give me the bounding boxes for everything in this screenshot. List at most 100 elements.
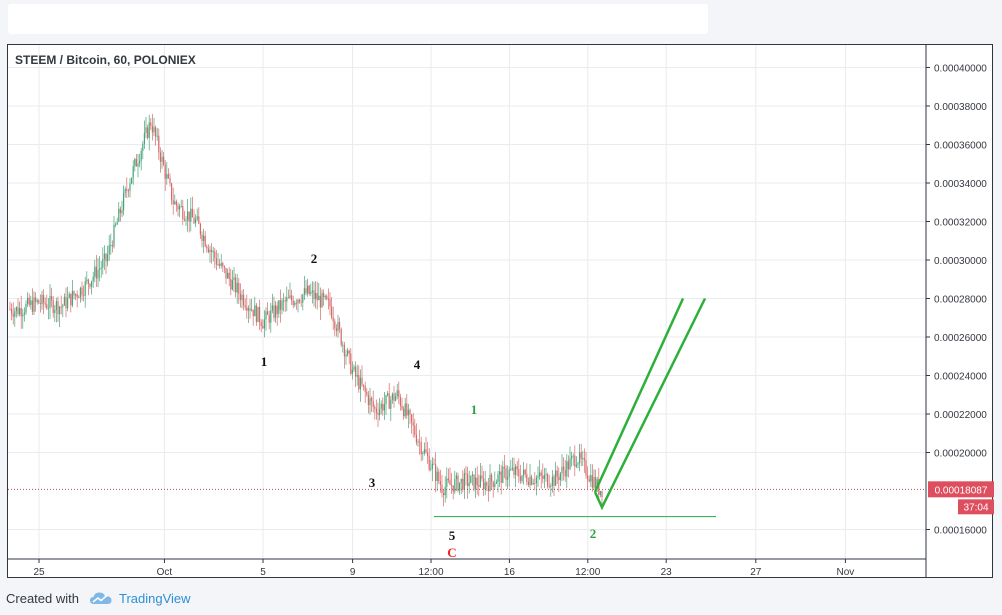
candle-body	[273, 305, 275, 318]
candle-body	[27, 297, 29, 304]
candle-body	[407, 409, 409, 416]
candle-body	[519, 476, 521, 481]
x-tick-label: 27	[750, 567, 762, 578]
tradingview-link[interactable]: TradingView	[118, 590, 191, 606]
candle-body	[494, 483, 496, 487]
candle-body	[457, 475, 459, 491]
candle-body	[387, 393, 389, 396]
x-tick-label: 25	[33, 567, 45, 578]
y-tick-label: 0.00020000	[934, 449, 987, 460]
wave-label: 2	[590, 526, 597, 541]
candle-body	[551, 476, 553, 486]
tradingview-cloud-icon[interactable]	[89, 590, 113, 606]
candle-body	[468, 483, 470, 486]
candle-body	[209, 249, 211, 253]
candle-body	[411, 414, 413, 423]
candle-body	[132, 166, 134, 178]
candle-body	[495, 481, 497, 484]
candle-body	[499, 471, 501, 475]
candle-body	[348, 350, 350, 354]
candle-body	[55, 301, 57, 311]
candle-body	[401, 405, 403, 409]
x-tick-label: 5	[260, 567, 266, 578]
candle-body	[102, 259, 104, 268]
x-tick-label: 9	[350, 567, 356, 578]
candle-body	[313, 290, 315, 299]
candle-body	[278, 300, 280, 314]
candle-body	[11, 309, 13, 314]
candle-body	[182, 206, 184, 219]
wave-label: C	[447, 545, 456, 560]
candle-body	[406, 403, 408, 416]
candle-body	[507, 476, 509, 480]
wave-label: 3	[369, 475, 376, 490]
wave-labels: 1 2 3 4 5 C 1 2	[261, 251, 597, 560]
candle-body	[246, 307, 248, 311]
x-tick-label: Oct	[157, 567, 173, 578]
candle-body	[220, 263, 222, 266]
candle-body	[286, 297, 288, 302]
candle-body	[111, 245, 113, 247]
candle-body	[476, 477, 478, 486]
candle-body	[295, 302, 297, 304]
candle-body	[228, 272, 230, 280]
candle-body	[139, 160, 141, 164]
x-tick-label: 23	[661, 567, 673, 578]
candle-body	[59, 306, 61, 315]
candle-body	[423, 449, 425, 454]
candle-body	[268, 314, 270, 323]
candle-body	[91, 280, 93, 287]
candle-body	[382, 403, 384, 411]
candle-body	[108, 245, 110, 255]
candle-body	[315, 293, 317, 299]
candle-body	[467, 474, 469, 486]
last-price-label: 0.00018087	[935, 485, 988, 496]
candle-body	[585, 460, 587, 476]
candle-body	[596, 479, 598, 489]
candle-body	[404, 403, 406, 417]
y-tick-label: 0.00030000	[934, 256, 987, 267]
candle-body	[23, 312, 25, 315]
candle-body	[331, 306, 333, 318]
candle-body	[203, 235, 205, 241]
candle-body	[371, 397, 373, 401]
wave-label: 5	[449, 528, 456, 543]
candle-body	[68, 293, 70, 299]
y-tick-label: 0.00034000	[934, 179, 987, 190]
candle-body	[601, 491, 603, 498]
candle-body	[67, 298, 69, 309]
candle-body	[214, 251, 216, 259]
candle-body	[518, 469, 520, 477]
candle-body	[207, 248, 209, 253]
candle-body	[473, 474, 475, 490]
candle-body	[89, 283, 91, 287]
candle-body	[57, 301, 59, 315]
candle-body	[529, 476, 531, 485]
wave-label: 2	[311, 251, 318, 266]
candle-body	[97, 269, 99, 279]
candle-body	[239, 293, 241, 301]
candle-body	[71, 291, 73, 306]
candle-body	[254, 305, 256, 317]
candle-body	[148, 122, 150, 138]
candle-body	[319, 295, 321, 308]
candle-body	[211, 249, 213, 253]
candle-body	[491, 474, 493, 482]
candle-body	[65, 296, 67, 309]
candle-body	[569, 458, 571, 470]
candle-body	[19, 307, 21, 315]
wave-label: 4	[414, 357, 421, 372]
candle-body	[305, 288, 307, 294]
candle-body	[249, 308, 251, 311]
x-tick-label: Nov	[837, 567, 855, 578]
candle-body	[337, 322, 339, 331]
candle-body	[257, 306, 259, 323]
candle-body	[508, 469, 510, 477]
candle-body	[422, 453, 424, 455]
candle-body	[599, 491, 601, 495]
candle-body	[470, 475, 472, 484]
candle-body	[367, 394, 369, 406]
candle-body	[70, 293, 72, 306]
candle-body	[543, 475, 545, 480]
